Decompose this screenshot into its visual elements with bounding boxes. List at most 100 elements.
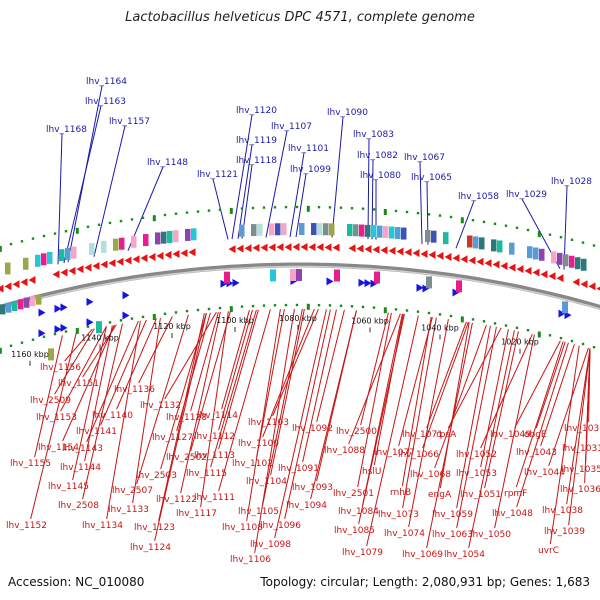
gc-dot-outer [42,335,46,338]
reverse-gene-arrow [348,244,356,253]
gc-dot-tracks [0,205,596,354]
bottom-gene-label: lhv_1088 [324,446,365,456]
feature-box [96,321,102,334]
bottom-leader-line [398,316,433,447]
bottom-leader-line [158,313,205,522]
reverse-gene-arrow [516,265,524,274]
reverse-gene-arrow [156,251,164,260]
gc-dot-outer [174,311,178,314]
gc-dot-inner [20,240,24,243]
feature-box [377,225,383,238]
gc-dot-outer [306,303,310,310]
feature-box [251,224,257,237]
reverse-gene-arrow [548,272,556,281]
bottom-leader-line [566,348,591,505]
feature-box [143,234,149,247]
bottom-leader-line [254,308,295,554]
gc-dot-outer [317,304,321,307]
top-gene-label: lhv_1120 [236,106,277,116]
gc-dot-outer [284,303,288,307]
reverse-gene-arrow [236,244,244,253]
forward-gene-arrow [358,278,366,287]
gc-dot-inner [592,244,596,247]
bottom-leader-line [154,312,207,542]
top-gene-labels: lhv_1164 lhv_1163 lhv_1168 lhv_1157 lhv_1148… [46,77,592,202]
bottom-leader-line [190,311,231,452]
bottom-gene-label: lhv_1091 [278,464,319,474]
scale-label: 1020 kbp [501,338,539,347]
reverse-gene-arrow [244,244,252,253]
reverse-gene-arrow [12,280,20,289]
feature-box [269,223,275,236]
scale-label: 1120 kbp [153,322,191,331]
reverse-gene-arrow [292,243,300,252]
reverse-gene-arrow [356,244,364,253]
bottom-leader-line [584,348,591,484]
bottom-leader-line [515,341,564,488]
gc-dot-inner [581,241,585,244]
bottom-leader-line [548,347,589,467]
bottom-leader-line [246,309,281,522]
forward-gene-arrow [38,329,46,338]
bottom-leader-line [272,308,319,417]
reverse-gene-arrow [572,278,580,287]
bottom-leader-line [422,321,469,449]
reverse-gene-arrow [268,243,276,252]
bottom-leader-line [540,344,575,447]
reverse-gene-arrow [436,251,444,260]
bottom-leader-line [164,311,217,400]
gc-dot-outer [130,317,134,320]
gc-dot-inner [31,237,35,240]
bottom-leader-line [408,319,449,528]
bottom-gene-label: lhv_1079 [342,548,383,558]
bottom-leader-line [270,308,305,476]
reverse-gene-arrow [484,259,492,268]
bottom-gene-label: lhv_1052 [456,450,497,460]
scale-label: 1040 kbp [421,324,459,333]
bottom-gene-label: lhv_1103 [248,418,289,428]
bottom-gene-label: lhv_1074 [384,529,425,539]
bottom-gene-label: obgE [524,430,547,440]
top-gene-label: lhv_1028 [551,177,592,187]
gc-dot-inner [163,213,167,217]
bottom-gene-label: lhv_1145 [48,482,89,492]
scale-label: 1100 kbp [216,316,254,325]
feature-box [224,271,230,284]
gc-dot-outer [372,306,376,309]
top-gene-label: lhv_1118 [236,156,277,166]
bottom-leader-line [284,309,331,520]
top-gene-label: lhv_1029 [506,190,547,200]
bottom-gene-label: lhv_2507 [112,486,153,496]
reverse-gene-arrow [588,282,596,291]
gc-dot-inner [339,206,343,209]
bottom-leader-line [132,317,161,504]
bottom-leader-line [447,327,502,429]
gc-dot-inner [504,224,508,227]
bottom-gene-label: hslU [362,467,381,477]
reverse-gene-arrow [20,278,28,287]
bottom-leader-line [62,324,115,442]
top-leader-line [231,114,253,240]
gc-dot-inner [251,206,255,210]
gc-dot-outer [482,320,486,323]
gc-dot-inner [0,245,2,252]
reverse-gene-arrow [100,260,108,269]
feature-box [557,252,563,265]
bottom-leader-line [434,324,487,469]
gc-dot-inner [152,215,156,222]
top-gene-label: lhv_1067 [404,153,445,163]
backbone-highlight [0,265,600,310]
bottom-gene-label: lhv_1141 [76,427,117,437]
top-gene-label: lhv_1083 [353,130,394,140]
reverse-gene-arrow [468,256,476,265]
bottom-gene-label: lhv_2503 [136,471,177,481]
top-leader-line [455,200,475,249]
top-gene-label: lhv_1157 [109,117,150,127]
reverse-gene-arrow [332,243,340,252]
bottom-leader-line [310,310,357,500]
feature-box [347,223,353,236]
bottom-gene-label: lhv_1152 [6,521,47,531]
reverse-gene-arrow [108,259,116,268]
gc-dot-outer [31,338,35,341]
